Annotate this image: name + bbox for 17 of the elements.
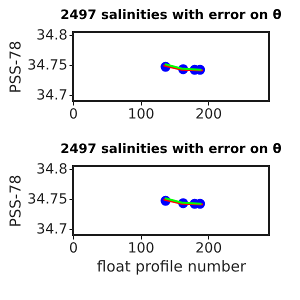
y-tick-label: 34.8 (36, 162, 68, 178)
x-axis-title: float profile number (96, 258, 247, 276)
y-axis-title: PSS-78 (6, 174, 24, 228)
y-tick-label: 34.8 (36, 28, 68, 44)
y-axis-title: PSS-78 (6, 40, 24, 94)
y-tick-label: 34.75 (27, 58, 68, 74)
x-tick-label: 0 (69, 106, 78, 122)
x-tick-label: 0 (69, 240, 78, 256)
x-tick-label: 200 (195, 106, 222, 122)
x-tick-label: 100 (128, 240, 154, 256)
chart-title: 2497 salinities with error on θ (60, 8, 282, 23)
y-tick-label: 34.7 (36, 88, 68, 104)
y-tick-label: 34.7 (36, 222, 68, 238)
chart-title: 2497 salinities with error on θ (60, 142, 282, 157)
x-tick-label: 200 (195, 240, 222, 256)
x-tick-label: 100 (128, 106, 154, 122)
y-tick-label: 34.75 (27, 192, 68, 208)
